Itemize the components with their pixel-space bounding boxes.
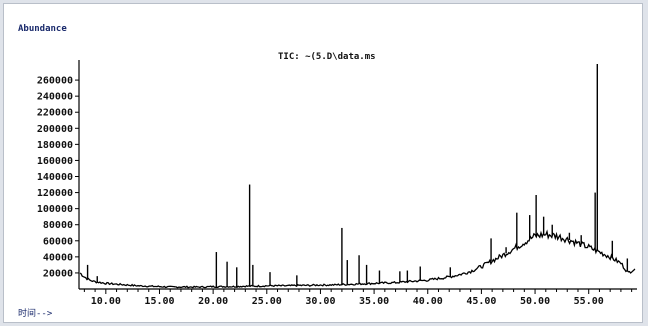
x-tick-label: 15.00 <box>144 296 174 307</box>
y-tick-label: 100000 <box>37 204 73 215</box>
y-tick-label: 240000 <box>37 92 73 103</box>
x-tick-label: 25.00 <box>252 296 282 307</box>
x-tick-label: 30.00 <box>305 296 335 307</box>
tic-trace-line <box>79 229 636 289</box>
y-tick-label: 260000 <box>37 76 73 87</box>
y-tick-label: 200000 <box>37 124 73 135</box>
y-tick-label: 140000 <box>37 172 73 183</box>
y-tick-label: 220000 <box>37 108 73 119</box>
x-tick-label: 35.00 <box>359 296 389 307</box>
x-tick-label: 50.00 <box>520 296 550 307</box>
x-tick-label: 20.00 <box>198 296 228 307</box>
y-tick-label: 60000 <box>43 236 73 247</box>
y-tick-label: 120000 <box>37 188 73 199</box>
y-tick-label: 160000 <box>37 156 73 167</box>
y-tick-label: 20000 <box>43 268 73 279</box>
x-tick-label: 40.00 <box>413 296 443 307</box>
chart-frame <box>3 3 643 323</box>
x-tick-label: 55.00 <box>574 296 604 307</box>
x-tick-label: 45.00 <box>466 296 496 307</box>
y-tick-label: 180000 <box>37 140 73 151</box>
y-tick-label: 80000 <box>43 220 73 231</box>
y-tick-label: 40000 <box>43 252 73 263</box>
y-axis-label: Abundance <box>18 24 67 34</box>
x-axis-label: 时间--> <box>18 309 53 319</box>
x-tick-label: 10.00 <box>91 296 121 307</box>
chart-title: TIC: ~(5.D\data.ms <box>278 52 376 62</box>
